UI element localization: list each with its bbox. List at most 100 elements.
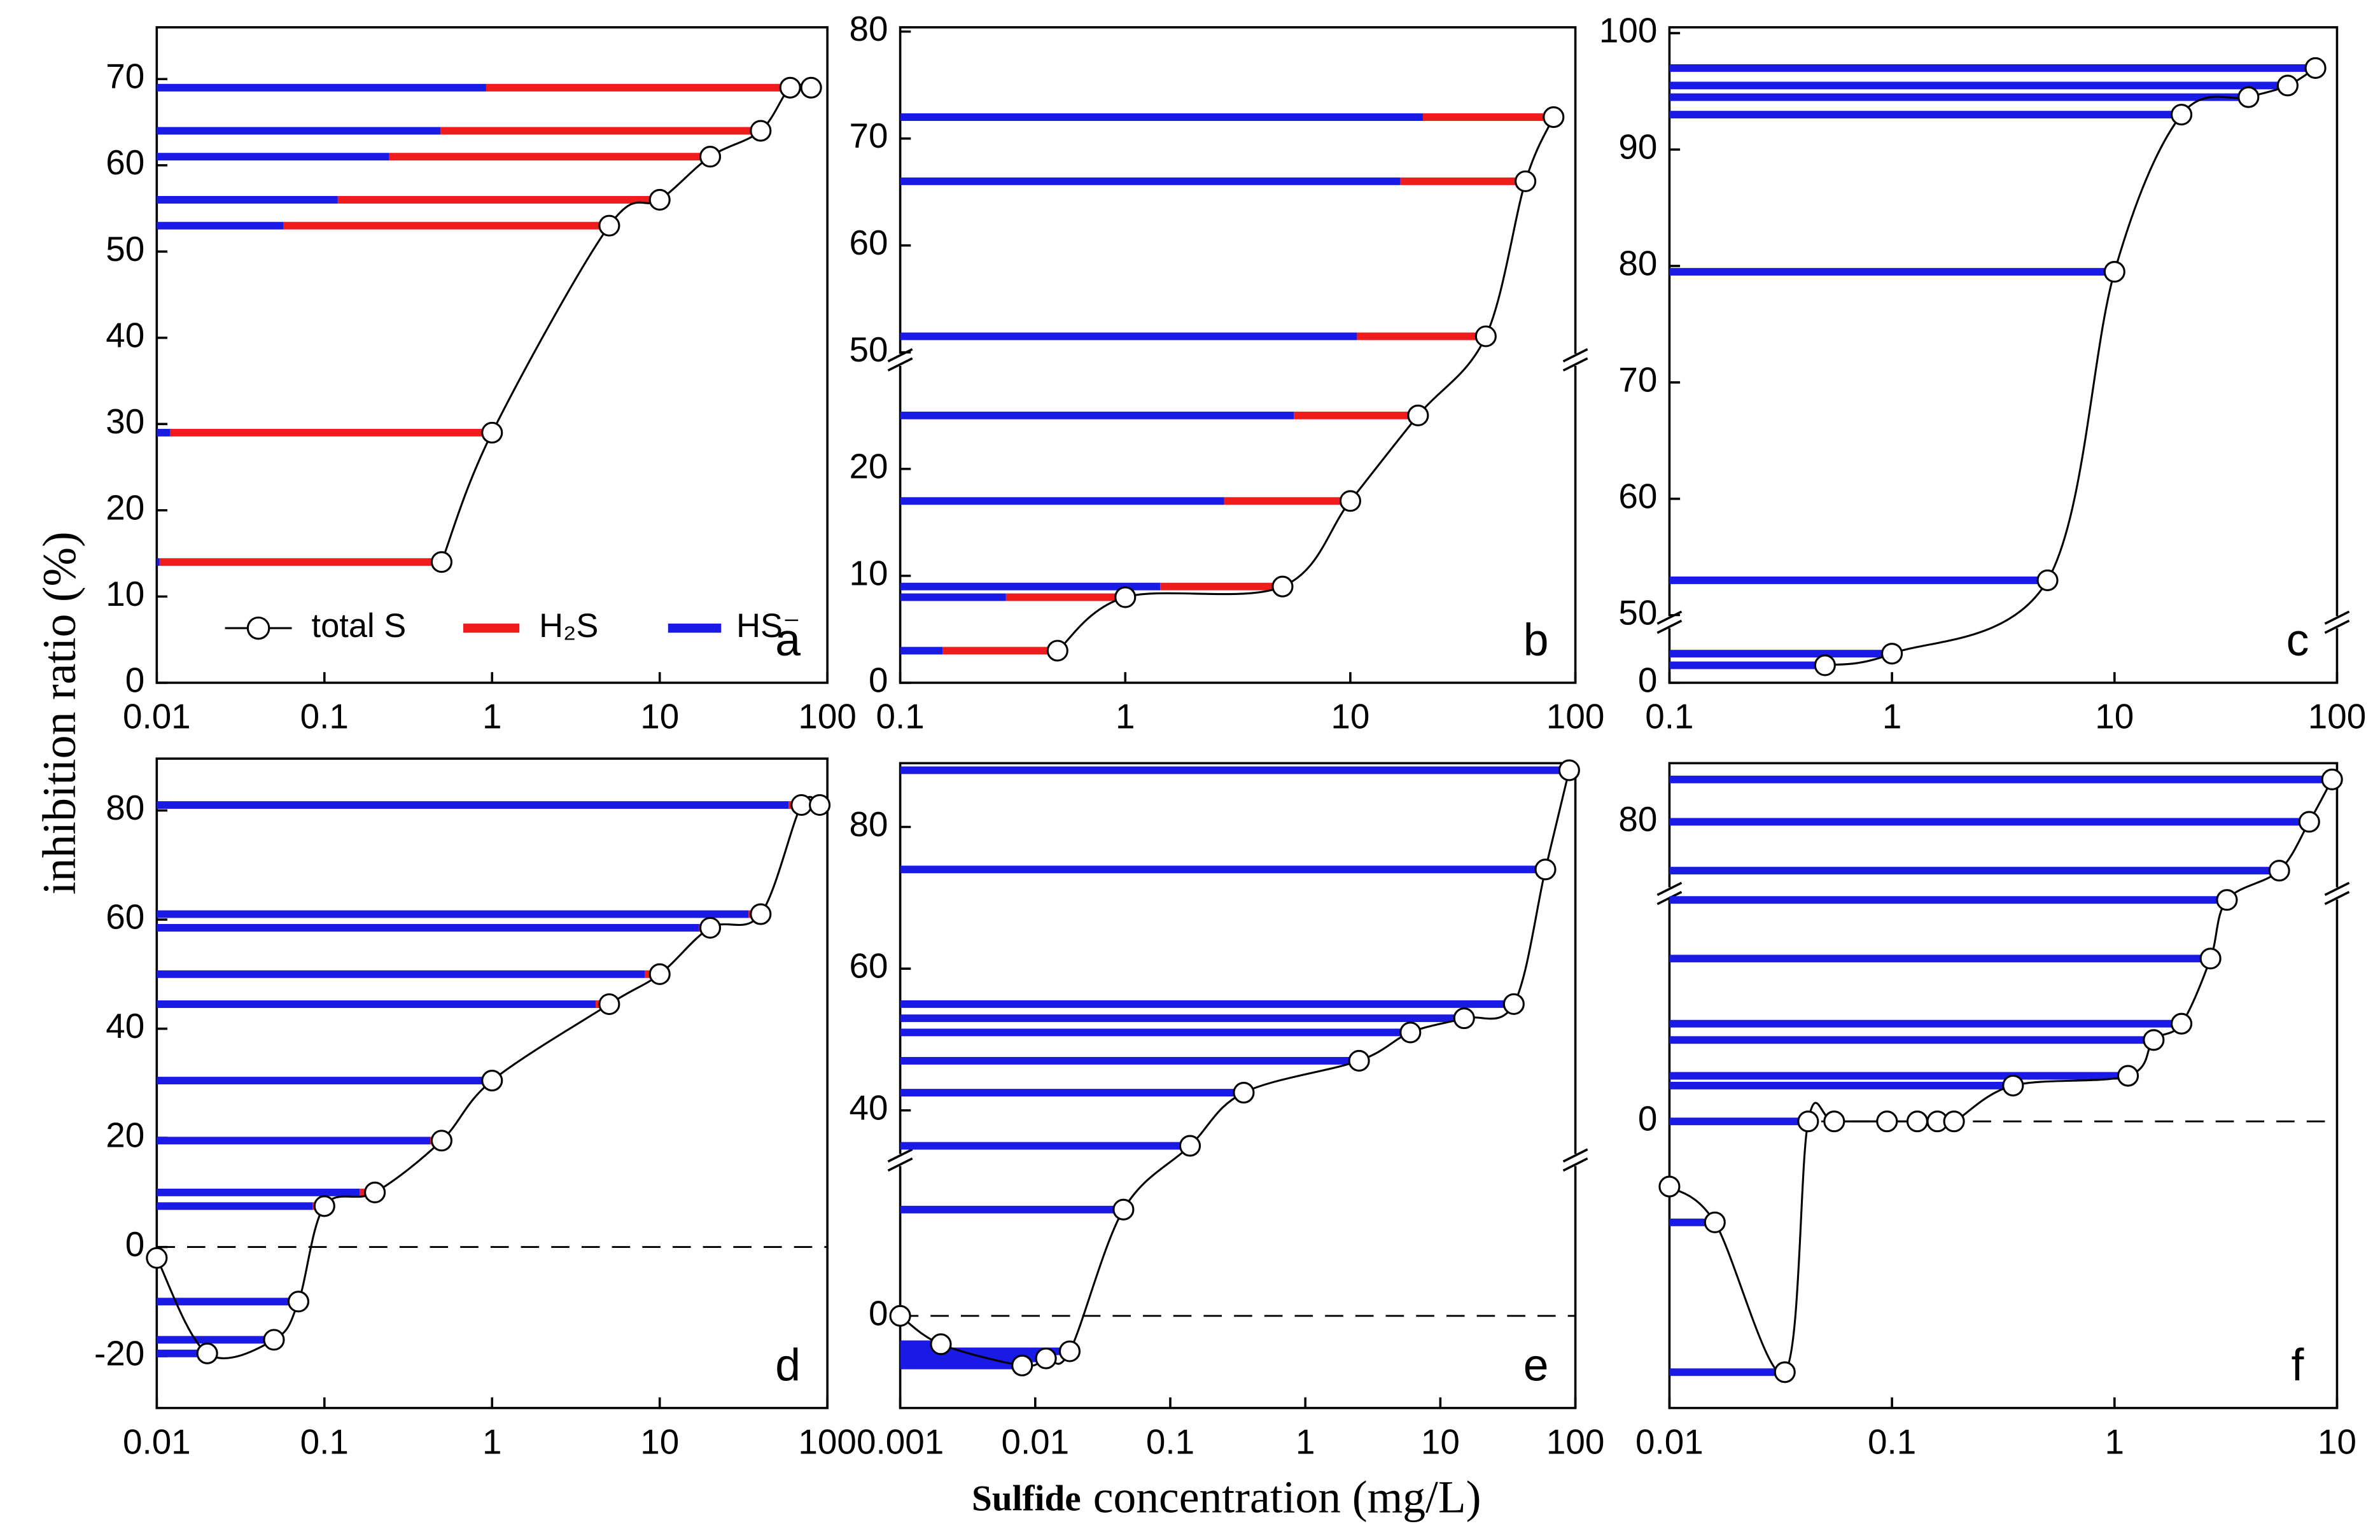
h2s-bar (159, 558, 442, 566)
y-tick-label: 50 (106, 229, 144, 269)
x-tick-label: 1 (482, 697, 502, 736)
h2s-bar (1224, 497, 1350, 505)
data-point (2276, 74, 2299, 97)
data-point (1515, 170, 1537, 192)
hs-bar (1669, 93, 2249, 101)
x-tick-label: 0.01 (1001, 1422, 1069, 1461)
fit-curve (1056, 116, 1555, 652)
axis-break (1562, 1157, 1588, 1172)
data-point (1114, 586, 1137, 608)
data-point (263, 1329, 285, 1351)
panel-label: a (775, 615, 801, 666)
data-point (196, 1342, 218, 1364)
hs-bar (900, 1056, 1359, 1065)
hs-bar (157, 910, 749, 918)
x-tick-label: 10 (640, 697, 679, 736)
y-tick-label: 60 (1618, 476, 1657, 515)
y-axis-label: inhibition ratio (%) (33, 531, 85, 895)
data-point (364, 1181, 386, 1203)
hs-bar (900, 113, 1423, 122)
hs-bar (900, 332, 1357, 340)
hs-bar (900, 497, 1224, 505)
y-tick-label: 50 (850, 330, 888, 369)
data-point (481, 1070, 503, 1092)
x-tick-label: 0.1 (300, 697, 349, 736)
hs-bar (1669, 1368, 1785, 1376)
data-point (1399, 1021, 1422, 1044)
hs-bar (1669, 268, 2115, 276)
y-tick-label: 20 (106, 1116, 144, 1155)
data-point (598, 993, 620, 1016)
hs-bar (157, 1298, 291, 1306)
hs-bar (157, 428, 171, 437)
hs-bar (157, 127, 441, 135)
y-tick-label: 80 (850, 804, 888, 844)
y-tick-label: 10 (850, 553, 888, 592)
hs-bar (900, 1000, 1514, 1008)
data-point (1035, 1347, 1057, 1369)
data-point (648, 963, 671, 985)
y-tick-label: 20 (850, 446, 888, 486)
axis-break (2324, 610, 2350, 625)
hs-bar (1669, 818, 2309, 826)
y-tick-label: 70 (106, 57, 144, 96)
x-tick-label: 1 (482, 1422, 502, 1461)
h2s-bar (1005, 593, 1126, 601)
hs-bar (900, 582, 1161, 591)
x-tick-label: 0.01 (123, 697, 191, 736)
y-tick-label: 30 (106, 402, 144, 441)
y-tick-label: 60 (106, 897, 144, 937)
hs-bar (1669, 661, 1825, 669)
data-point (2171, 1012, 2193, 1035)
data-point (1271, 575, 1294, 598)
data-point (1823, 1110, 1845, 1133)
x-tick-label: 1 (1296, 1422, 1315, 1461)
y-tick-label: -20 (94, 1334, 144, 1373)
data-point (750, 120, 772, 142)
data-point (699, 146, 722, 168)
hs-bar (900, 647, 943, 655)
hs-bar (1669, 1036, 2154, 1044)
hs-bar (1669, 81, 2288, 90)
y-tick-label: 0 (869, 660, 888, 699)
data-point (2199, 948, 2222, 970)
hs-bar (157, 1000, 596, 1008)
axis-break (2324, 881, 2350, 896)
data-point (750, 903, 772, 925)
data-point (1881, 643, 1903, 665)
hs-bar (157, 153, 389, 161)
hs-bar (157, 83, 486, 92)
h2s-bar (283, 221, 610, 230)
axis-break-gap (888, 1154, 913, 1166)
hs-bar (1669, 867, 2279, 875)
y-tick-label: 70 (1618, 360, 1657, 399)
axis-break (1656, 881, 1683, 896)
panel-label: f (2292, 1340, 2304, 1390)
hs-bar (1669, 1117, 1809, 1126)
data-point (2321, 768, 2343, 790)
h2s-bar (942, 647, 1058, 655)
hs-bar (900, 1347, 1070, 1355)
data-point (1558, 759, 1580, 781)
legend-label: H₂S (539, 608, 598, 645)
hs-bar (900, 1089, 1244, 1097)
h2s-bar (486, 83, 790, 92)
data-point (1543, 106, 1565, 129)
axis-break (887, 357, 913, 372)
hs-bar (157, 1202, 313, 1210)
hs-bar (157, 196, 338, 204)
data-point (1534, 858, 1557, 881)
x-tick-label: 10 (2095, 697, 2134, 736)
legend-label: total S (312, 608, 407, 645)
plot-frame (899, 762, 1577, 1410)
h2s-bar (389, 153, 711, 161)
data-point (287, 1291, 310, 1313)
data-point (779, 76, 801, 99)
axis-break (2324, 890, 2350, 906)
axis-break (1656, 619, 1683, 634)
data-point (2103, 261, 2125, 283)
y-tick-label: 10 (106, 574, 144, 613)
data-point (699, 916, 722, 939)
h2s-bar (1400, 177, 1526, 185)
hs-bar (1669, 1019, 2182, 1028)
